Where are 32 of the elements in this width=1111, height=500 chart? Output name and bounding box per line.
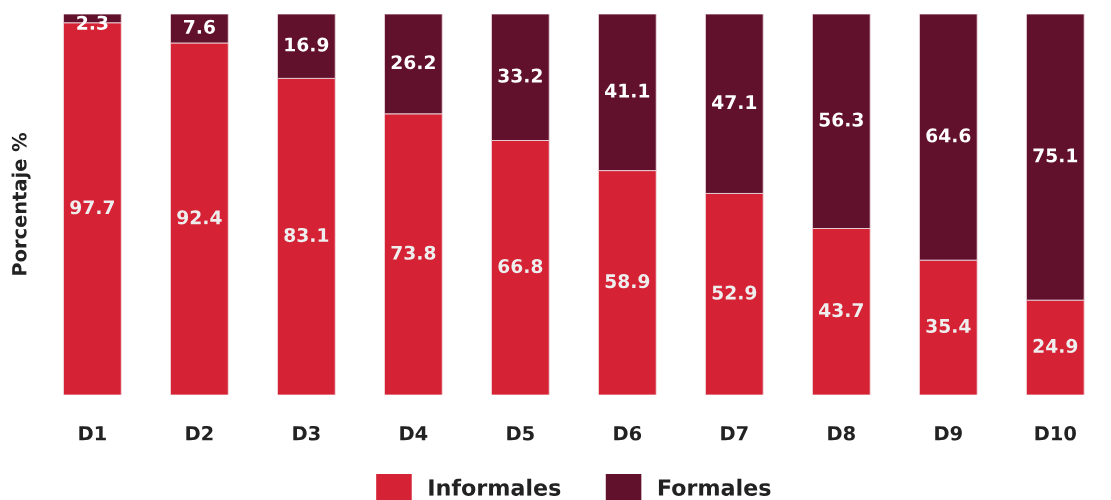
- data-label: 66.8: [498, 259, 543, 274]
- data-label: 75.1: [1033, 148, 1078, 163]
- data-label: 7.6: [184, 19, 215, 34]
- legend-label: Informales: [429, 478, 561, 496]
- x-tick-label: D3: [293, 425, 320, 441]
- x-tick-label: D8: [828, 425, 855, 441]
- data-label: 64.6: [926, 128, 971, 143]
- data-label: 35.4: [926, 318, 971, 333]
- x-tick-label: D9: [935, 425, 962, 441]
- x-tick-label: D2: [186, 425, 213, 441]
- data-label: 41.1: [605, 83, 650, 98]
- data-label: 24.9: [1033, 338, 1078, 354]
- data-label: 92.4: [177, 210, 222, 225]
- x-tick-label: D6: [614, 425, 642, 441]
- data-label: 56.3: [819, 112, 863, 127]
- x-tick-label: D1: [79, 426, 106, 441]
- legend-label: Formales: [658, 478, 771, 496]
- data-label: 83.1: [284, 227, 329, 243]
- data-label: 47.1: [712, 95, 757, 109]
- x-tick-label: D10: [1035, 425, 1076, 441]
- data-label: 43.7: [819, 303, 863, 318]
- x-tick-label: D4: [400, 426, 428, 441]
- y-axis-title: Porcentaje %: [11, 132, 31, 275]
- data-label: 58.9: [605, 274, 650, 289]
- x-tick-label: D5: [507, 426, 534, 441]
- x-tick-label: D7: [721, 426, 748, 441]
- data-label: 97.7: [70, 200, 115, 215]
- data-label: 52.9: [712, 285, 757, 300]
- data-label: 16.9: [285, 37, 329, 52]
- data-label: 73.8: [391, 245, 436, 260]
- data-label: 26.2: [391, 55, 435, 70]
- data-label: 33.2: [498, 68, 542, 83]
